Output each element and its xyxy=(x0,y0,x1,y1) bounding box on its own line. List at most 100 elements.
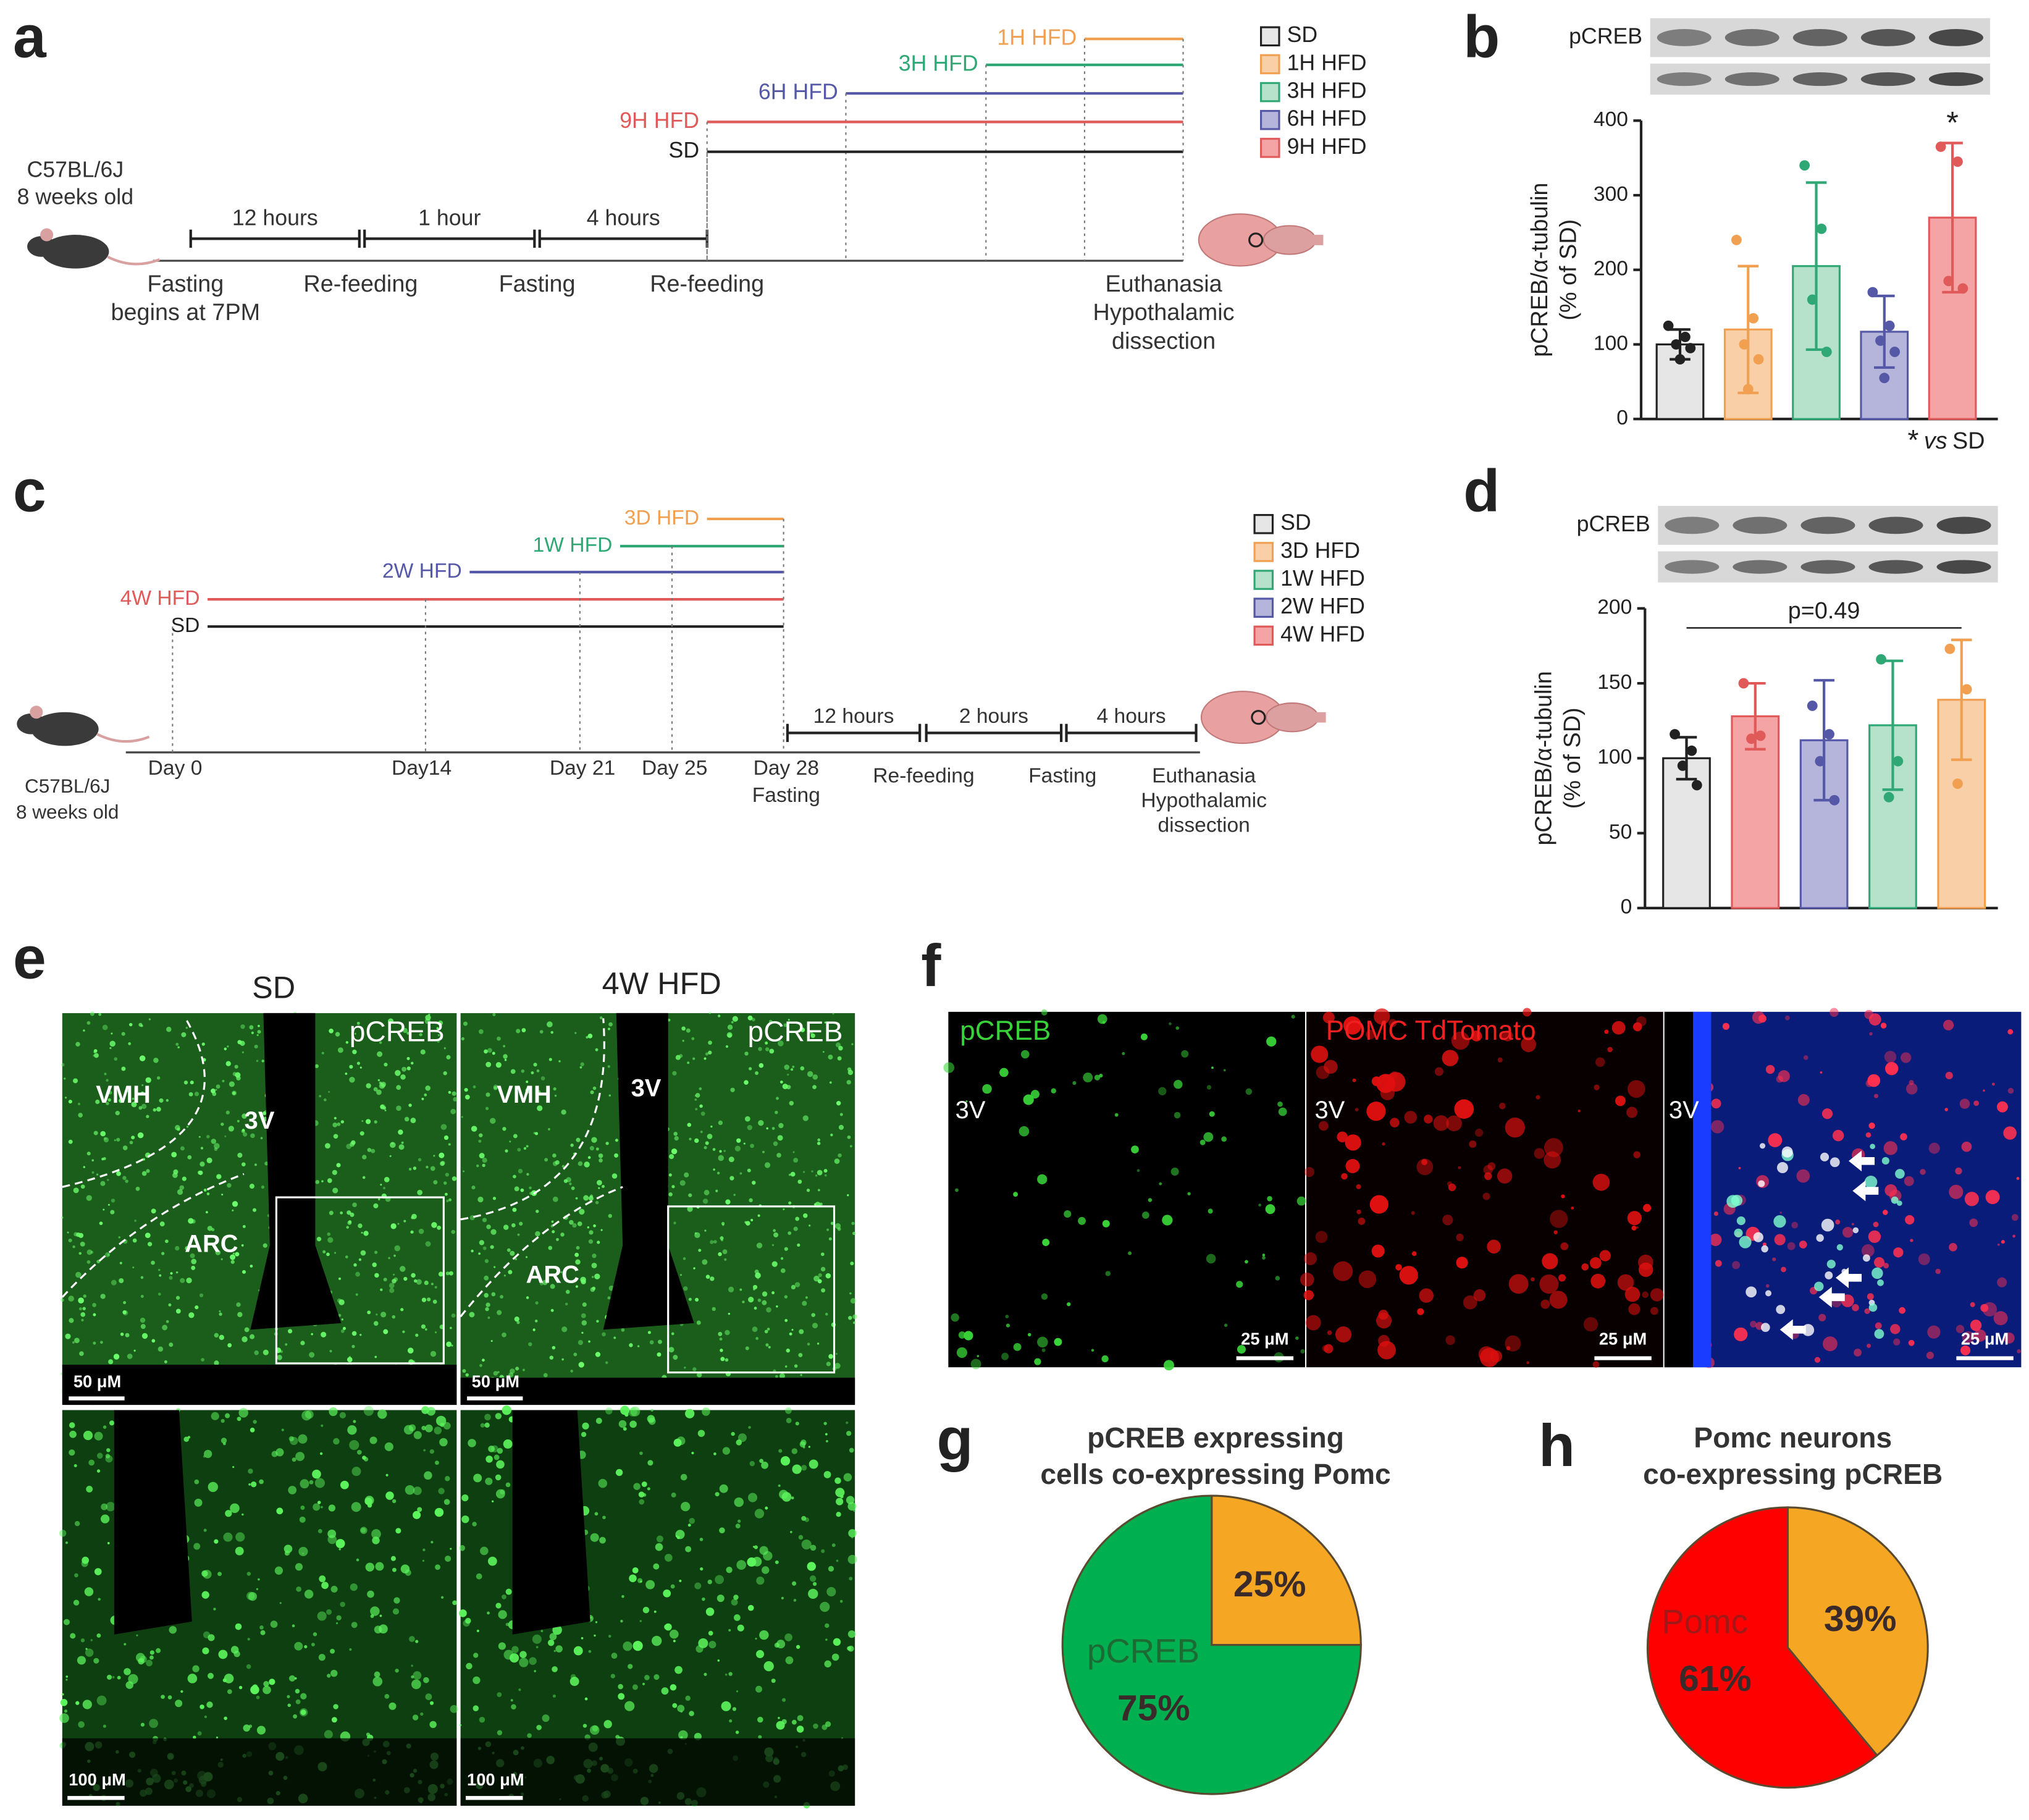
cell xyxy=(649,1417,656,1425)
label: Fasting xyxy=(752,784,820,807)
cell xyxy=(304,1645,308,1649)
cell xyxy=(618,1420,627,1428)
cell xyxy=(206,1701,213,1708)
cell xyxy=(384,1177,390,1182)
cell xyxy=(718,1155,725,1161)
cell xyxy=(317,1611,327,1621)
cell xyxy=(615,1735,620,1740)
data-point xyxy=(1685,343,1696,353)
data-point xyxy=(1807,294,1818,305)
cell xyxy=(707,1579,713,1585)
cell xyxy=(826,1362,831,1367)
data-point xyxy=(1883,791,1894,803)
cell xyxy=(1390,1118,1400,1127)
footnote-part: * xyxy=(1907,424,1918,456)
cell xyxy=(116,1137,120,1142)
cell xyxy=(1091,1349,1094,1352)
cell xyxy=(526,1296,529,1299)
cell xyxy=(658,1339,662,1344)
cell xyxy=(305,1410,314,1419)
cell xyxy=(1013,1342,1022,1351)
cell xyxy=(331,1717,337,1723)
cell xyxy=(132,1238,137,1243)
cell xyxy=(80,1312,86,1317)
label: Hypothalamic xyxy=(1141,790,1267,812)
label: ARC xyxy=(526,1262,579,1289)
cell xyxy=(418,1228,424,1234)
panel-letter: h xyxy=(1539,1413,1575,1479)
cell xyxy=(694,1098,697,1101)
cell xyxy=(139,1055,146,1061)
cell xyxy=(818,1273,822,1278)
cell xyxy=(237,1312,243,1318)
cell xyxy=(235,1623,242,1630)
cell xyxy=(1868,1303,1878,1312)
cell xyxy=(1456,1233,1464,1242)
cell xyxy=(1825,1271,1833,1279)
cell xyxy=(1599,1250,1611,1262)
cell xyxy=(765,1041,768,1045)
cell xyxy=(250,1481,257,1488)
cell xyxy=(473,1676,481,1684)
cell xyxy=(376,1313,378,1316)
cell xyxy=(349,1439,359,1451)
cell xyxy=(354,1032,356,1035)
cell xyxy=(506,1248,511,1252)
cell xyxy=(1577,1110,1581,1113)
cell xyxy=(817,1169,823,1176)
cell xyxy=(471,1249,474,1253)
label: Euthanasia xyxy=(1152,765,1256,788)
cell xyxy=(374,1120,377,1124)
cell xyxy=(96,1173,99,1176)
cell xyxy=(552,1153,557,1158)
cell xyxy=(675,1535,678,1538)
cell xyxy=(566,1177,571,1182)
cell xyxy=(491,1445,498,1453)
cell xyxy=(614,1153,619,1158)
cell xyxy=(1722,1022,1730,1030)
cell xyxy=(725,1329,730,1336)
cell xyxy=(1752,1011,1765,1024)
cell xyxy=(830,1133,833,1137)
cell xyxy=(123,1300,127,1305)
cell xyxy=(302,1552,305,1555)
cell xyxy=(377,1198,380,1201)
cell xyxy=(788,1019,790,1021)
cell xyxy=(747,1604,754,1611)
cell xyxy=(1604,1029,1609,1034)
cell xyxy=(1499,1102,1506,1110)
cell xyxy=(122,1145,128,1150)
cell xyxy=(589,1616,592,1619)
cell xyxy=(258,1578,260,1581)
cell xyxy=(238,1685,243,1690)
cell xyxy=(726,1566,733,1574)
cell xyxy=(247,1638,250,1641)
cell xyxy=(775,1560,779,1564)
cell xyxy=(448,1090,452,1094)
cell xyxy=(1041,1293,1048,1300)
data-point xyxy=(1671,339,1682,350)
cell xyxy=(413,1486,422,1496)
cell xyxy=(74,1520,80,1527)
y-tick-label: 200 xyxy=(1594,258,1628,280)
data-point xyxy=(1829,794,1840,806)
cell xyxy=(1642,1291,1649,1299)
cell xyxy=(1054,1338,1062,1346)
cell xyxy=(288,1486,297,1494)
cell xyxy=(1615,1095,1626,1106)
cell xyxy=(791,1328,794,1331)
cell xyxy=(1019,1126,1030,1137)
cell xyxy=(482,1218,487,1223)
cell xyxy=(351,1344,355,1349)
cell xyxy=(1883,1141,1898,1155)
cell xyxy=(846,1431,852,1436)
label: dissection xyxy=(1157,814,1250,836)
cell xyxy=(813,1723,818,1729)
footnote-part: SD xyxy=(1952,428,1985,454)
cell xyxy=(511,1223,516,1228)
cell xyxy=(1211,1066,1214,1069)
cell xyxy=(823,1471,831,1478)
cell xyxy=(183,1081,188,1085)
cell xyxy=(1341,1173,1348,1180)
cell xyxy=(1877,1279,1884,1286)
